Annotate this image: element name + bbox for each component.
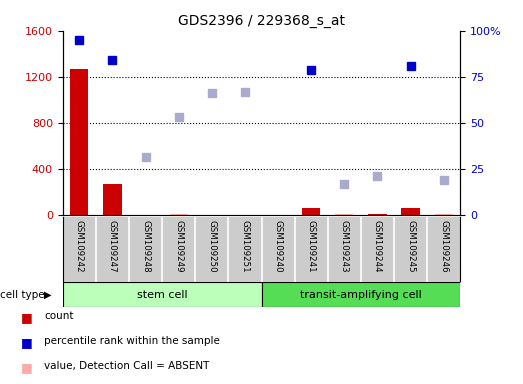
Bar bbox=[70, 69, 88, 215]
Text: percentile rank within the sample: percentile rank within the sample bbox=[44, 336, 220, 346]
Text: GSM109242: GSM109242 bbox=[75, 220, 84, 273]
Text: GSM109240: GSM109240 bbox=[274, 220, 282, 273]
Text: GSM109248: GSM109248 bbox=[141, 220, 150, 273]
Text: ■: ■ bbox=[21, 336, 32, 349]
Bar bbox=[435, 214, 453, 215]
Bar bbox=[104, 184, 121, 215]
Text: transit-amplifying cell: transit-amplifying cell bbox=[300, 290, 422, 300]
Bar bbox=[335, 214, 354, 215]
Title: GDS2396 / 229368_s_at: GDS2396 / 229368_s_at bbox=[178, 14, 345, 28]
Bar bbox=[368, 214, 386, 215]
Bar bbox=[169, 214, 188, 215]
Text: value, Detection Call = ABSENT: value, Detection Call = ABSENT bbox=[44, 361, 210, 371]
Text: stem cell: stem cell bbox=[137, 290, 187, 300]
Text: GSM109245: GSM109245 bbox=[406, 220, 415, 273]
Bar bbox=[63, 282, 262, 307]
Bar bbox=[169, 214, 188, 215]
Text: GSM109247: GSM109247 bbox=[108, 220, 117, 273]
Text: cell type: cell type bbox=[0, 290, 44, 300]
Bar bbox=[302, 208, 320, 215]
Bar bbox=[335, 214, 354, 215]
Bar bbox=[262, 282, 460, 307]
Text: ■: ■ bbox=[21, 361, 32, 374]
Text: GSM109249: GSM109249 bbox=[174, 220, 183, 273]
Text: GSM109250: GSM109250 bbox=[207, 220, 217, 273]
Text: GSM109251: GSM109251 bbox=[241, 220, 249, 273]
Text: GSM109244: GSM109244 bbox=[373, 220, 382, 273]
Text: ■: ■ bbox=[21, 311, 32, 324]
Text: GSM109243: GSM109243 bbox=[340, 220, 349, 273]
Bar bbox=[402, 208, 419, 215]
Text: GSM109241: GSM109241 bbox=[306, 220, 316, 273]
Text: ▶: ▶ bbox=[44, 290, 52, 300]
Text: count: count bbox=[44, 311, 74, 321]
Bar bbox=[435, 214, 453, 215]
Text: GSM109246: GSM109246 bbox=[439, 220, 448, 273]
